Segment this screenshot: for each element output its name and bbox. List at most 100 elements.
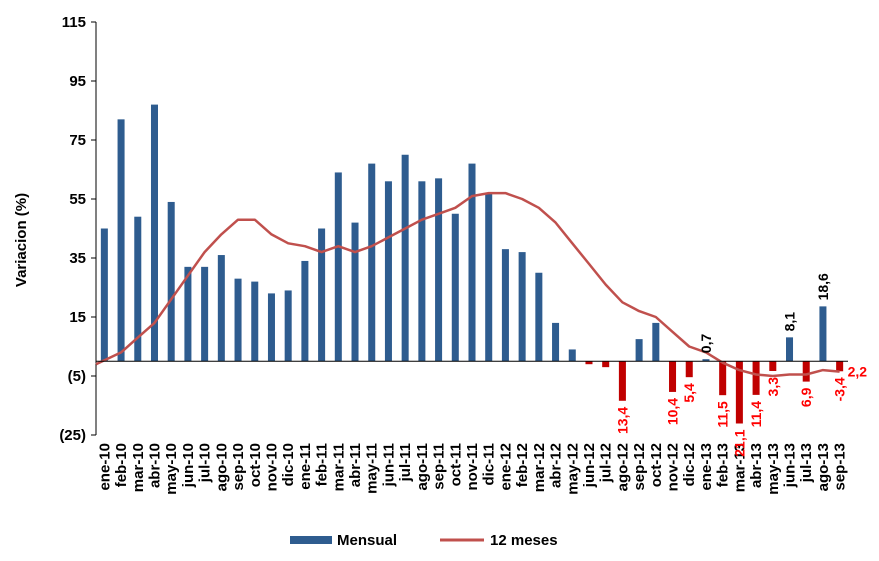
x-tick-label: oct-12 (648, 443, 665, 487)
data-label: 11,4 (748, 401, 764, 428)
x-tick-label: abr-11 (347, 443, 364, 487)
bar (735, 361, 743, 424)
x-tick-label: jun-11 (380, 443, 397, 487)
bar (368, 163, 376, 362)
y-tick-label: (25) (59, 427, 86, 444)
bar (384, 181, 392, 362)
bar (518, 252, 526, 362)
legend: Mensual 12 meses (290, 532, 558, 549)
bar (217, 255, 225, 362)
bar (786, 337, 794, 362)
bar (485, 193, 493, 362)
data-label: 2,2 (848, 364, 868, 380)
bar (468, 163, 476, 362)
x-tick-label: may-13 (765, 443, 782, 495)
x-tick-label: ago-13 (815, 443, 832, 491)
bar (585, 361, 593, 365)
bar (134, 216, 142, 362)
x-tick-label: mar-13 (731, 443, 748, 492)
y-tick-label: 55 (69, 191, 86, 208)
bar (769, 361, 777, 371)
bar (552, 322, 560, 362)
x-tick-label: feb-12 (514, 443, 531, 487)
x-tick-label: sep-12 (631, 443, 648, 491)
x-axis: ene-10 feb-10 mar-10 abr-10 may-10 jun-10 jul-… (96, 360, 849, 495)
bar (669, 361, 677, 392)
bar (635, 339, 643, 362)
x-tick-label: ago-10 (213, 443, 230, 491)
bar (501, 249, 509, 362)
x-tick-label: mar-10 (130, 443, 147, 492)
y-tick-label: 35 (69, 250, 86, 267)
bar (167, 201, 175, 362)
x-tick-label: oct-11 (447, 443, 464, 486)
x-tick-label: feb-11 (314, 443, 331, 486)
y-tick-label: 115 (62, 14, 86, 31)
x-tick-label: dic-12 (681, 443, 698, 486)
x-tick-label: feb-10 (113, 443, 130, 487)
bar (100, 228, 108, 362)
x-tick-label: dic-11 (481, 443, 498, 486)
y-tick-label: 95 (69, 73, 86, 90)
x-tick-label: dic-10 (280, 443, 297, 486)
x-tick-label: ago-12 (614, 443, 631, 491)
x-tick-label: abr-13 (748, 443, 765, 488)
x-tick-label: jul-11 (397, 443, 414, 482)
y-tick-label: 75 (69, 132, 86, 149)
x-tick-label: jun-12 (581, 443, 598, 488)
bar (802, 361, 810, 382)
x-tick-label: sep-13 (832, 443, 849, 491)
legend-swatch-mensual (290, 536, 332, 544)
data-label: 3,3 (765, 377, 781, 397)
x-tick-label: jun-13 (782, 443, 799, 488)
bar (334, 172, 342, 362)
x-tick-label: jul-12 (598, 443, 615, 483)
x-tick-label: nov-10 (264, 443, 281, 491)
data-label: 10,4 (665, 398, 681, 425)
x-tick-label: sep-11 (431, 443, 448, 490)
line-12-meses (95, 191, 840, 378)
x-tick-label: jul-10 (197, 443, 214, 483)
bar (351, 222, 359, 362)
bar (752, 361, 760, 395)
x-tick-label: ene-11 (297, 443, 314, 490)
data-label: 8,1 (782, 312, 798, 332)
bar (267, 293, 275, 362)
line-12-meses-path (95, 191, 840, 378)
x-tick-label: sep-10 (230, 443, 247, 491)
bar (401, 154, 409, 362)
bar (652, 322, 660, 362)
y-axis: 115 95 75 55 35 15 (5) (25) (59, 14, 97, 444)
data-labels: 13,4 10,45,4 0,7 11,521,111,43,3 8,1 6,9 18,6 -… (614, 273, 867, 457)
data-label: 5,4 (681, 383, 697, 403)
bar (318, 228, 326, 362)
bar (435, 178, 443, 362)
bar (819, 306, 827, 362)
x-tick-label: mar-11 (330, 443, 347, 491)
legend-label-12-meses: 12 meses (490, 532, 558, 549)
y-axis-title: Variacion (%) (13, 193, 30, 287)
x-tick-label: nov-12 (665, 443, 682, 491)
x-tick-label: ene-10 (96, 443, 113, 491)
y-tick-label: (5) (68, 368, 86, 385)
bar (618, 361, 626, 401)
bar (234, 278, 242, 362)
y-tick-label: 15 (69, 309, 86, 326)
data-label: 6,9 (798, 387, 814, 407)
x-tick-label: abr-10 (147, 443, 164, 488)
bar (836, 361, 844, 372)
bar (150, 104, 158, 362)
data-label: 18,6 (815, 273, 831, 300)
bar (184, 266, 192, 362)
x-tick-label: oct-10 (247, 443, 264, 487)
bar (702, 359, 710, 362)
bar (719, 361, 727, 396)
x-tick-label: ene-13 (698, 443, 715, 491)
bar (535, 272, 543, 362)
bar (685, 361, 693, 378)
bar (451, 213, 459, 362)
bars-mensual (100, 104, 844, 424)
x-tick-label: abr-12 (548, 443, 565, 488)
data-label: -3,4 (832, 377, 848, 401)
x-tick-label: jun-10 (180, 443, 197, 488)
